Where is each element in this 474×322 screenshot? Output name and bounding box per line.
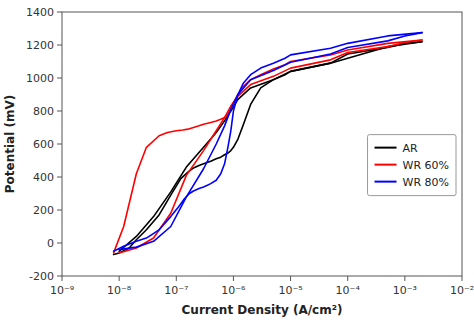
y-tick [57, 276, 62, 277]
legend-swatch [375, 147, 397, 149]
x-tick-label: 10⁻⁹ [50, 284, 74, 297]
x-tick-label: 10⁻⁶ [221, 284, 246, 297]
y-tick-label: 1200 [26, 39, 54, 52]
y-tick [57, 45, 62, 46]
x-tick-label: 10⁻⁵ [278, 284, 302, 297]
legend-label: WR 80% [403, 176, 449, 189]
x-tick [176, 276, 177, 281]
y-tick [57, 243, 62, 244]
y-tick [57, 210, 62, 211]
legend-swatch [375, 181, 397, 183]
x-tick-label: 10⁻³ [393, 284, 417, 297]
x-tick [347, 276, 348, 281]
y-tick-label: 0 [47, 237, 54, 250]
y-tick-label: 800 [33, 105, 54, 118]
x-tick-label: 10⁻⁴ [336, 284, 361, 297]
y-tick-label: 600 [33, 138, 54, 151]
y-tick [57, 12, 62, 13]
y-tick-label: 1400 [26, 6, 54, 19]
x-tick [404, 276, 405, 281]
plot-frame [62, 12, 462, 276]
y-tick-label: 1000 [26, 72, 54, 85]
axes: -200 0 200 400 600 800 1000 1200 1400 10⁻⁹ 10⁻⁸ 10⁻… [26, 6, 474, 297]
y-tick-label: -200 [29, 270, 54, 283]
x-tick-label: 10⁻⁸ [107, 284, 132, 297]
x-axis-label: Current Density (A/cm²) [182, 303, 343, 317]
x-tick-label: 10⁻² [450, 284, 474, 297]
legend-label: AR [403, 142, 419, 155]
y-tick-label: 200 [33, 204, 54, 217]
legend-box [368, 135, 456, 196]
chart: -200 0 200 400 600 800 1000 1200 1400 10⁻⁹ 10⁻⁸ 10⁻… [0, 0, 474, 322]
x-tick [290, 276, 291, 281]
x-tick [119, 276, 120, 281]
legend-swatch [375, 164, 397, 166]
y-tick [57, 177, 62, 178]
x-tick-label: 10⁻⁷ [164, 284, 188, 297]
y-tick [57, 144, 62, 145]
y-axis-label: Potential (mV) [3, 95, 17, 193]
x-tick [462, 276, 463, 281]
y-tick-label: 400 [33, 171, 54, 184]
legend: AR WR 60% WR 80% [368, 135, 456, 196]
legend-label: WR 60% [403, 159, 449, 172]
y-tick [57, 78, 62, 79]
y-tick [57, 111, 62, 112]
x-tick [233, 276, 234, 281]
x-tick [62, 276, 63, 281]
